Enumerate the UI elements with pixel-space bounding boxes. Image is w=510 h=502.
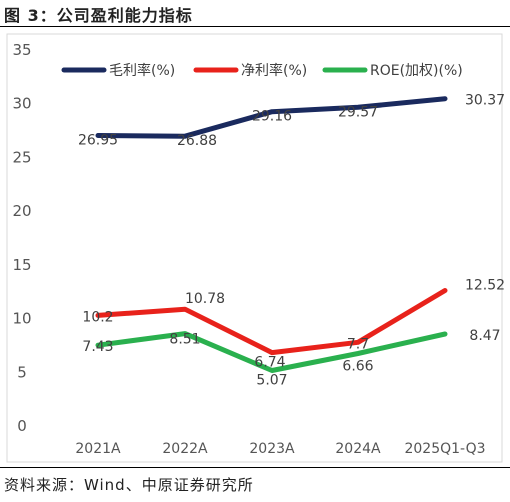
data-label: 30.37 <box>465 93 505 109</box>
data-label: 26.88 <box>177 133 217 149</box>
y-tick-label: 35 <box>12 41 31 59</box>
data-label: 6.74 <box>254 355 285 371</box>
x-tick-label: 2024A <box>335 441 381 457</box>
source-note: 资料来源：Wind、中原证券研究所 <box>4 476 254 494</box>
legend-label: ROE(加权)(%) <box>370 63 463 79</box>
top-rule <box>0 26 510 27</box>
x-tick-label: 2021A <box>75 441 121 457</box>
data-label: 7.7 <box>347 336 369 352</box>
data-label: 10.2 <box>82 309 113 325</box>
plot-frame <box>6 33 503 463</box>
data-label: 8.51 <box>169 332 200 348</box>
y-tick-label: 20 <box>12 202 31 220</box>
data-label: 10.78 <box>185 291 225 307</box>
y-tick-label: 25 <box>12 148 31 166</box>
data-label: 29.57 <box>338 104 378 120</box>
data-label: 5.07 <box>256 373 287 389</box>
bottom-rule <box>0 467 510 468</box>
series-line-2 <box>95 331 448 373</box>
series-lines <box>95 96 448 373</box>
legend-label: 毛利率(%) <box>109 62 175 79</box>
figure-title: 图 3：公司盈利能力指标 <box>4 6 193 25</box>
data-label: 29.16 <box>252 109 292 125</box>
series-line-1 <box>95 288 448 356</box>
x-tick-label: 2023A <box>249 441 295 457</box>
line-chart: 0 5 10 15 20 25 30 35 2021A 2022A 2023A 2024A 2025Q… <box>6 33 505 463</box>
data-label: 7.43 <box>82 339 113 355</box>
y-tick-label: 0 <box>17 417 27 435</box>
y-tick-label: 10 <box>12 310 31 328</box>
x-tick-label: 2022A <box>162 441 208 457</box>
x-tick-label: 2025Q1-Q3 <box>404 441 485 457</box>
data-label: 26.95 <box>78 132 118 148</box>
series-line-0 <box>95 96 448 139</box>
data-labels: 26.95 26.88 29.16 29.57 30.37 10.2 10.78 6.74 7.… <box>78 93 505 389</box>
legend-label: 净利率(%) <box>241 62 307 79</box>
x-axis: 2021A 2022A 2023A 2024A 2025Q1-Q3 <box>75 441 485 457</box>
y-axis: 0 5 10 15 20 25 30 35 <box>12 41 31 435</box>
y-tick-label: 5 <box>17 363 27 381</box>
legend: 毛利率(%) 净利率(%) ROE(加权)(%) <box>61 62 463 79</box>
y-tick-label: 30 <box>12 95 31 113</box>
data-label: 8.47 <box>469 328 500 344</box>
y-tick-label: 15 <box>12 256 31 274</box>
data-label: 6.66 <box>342 358 373 374</box>
data-label: 12.52 <box>465 277 505 293</box>
